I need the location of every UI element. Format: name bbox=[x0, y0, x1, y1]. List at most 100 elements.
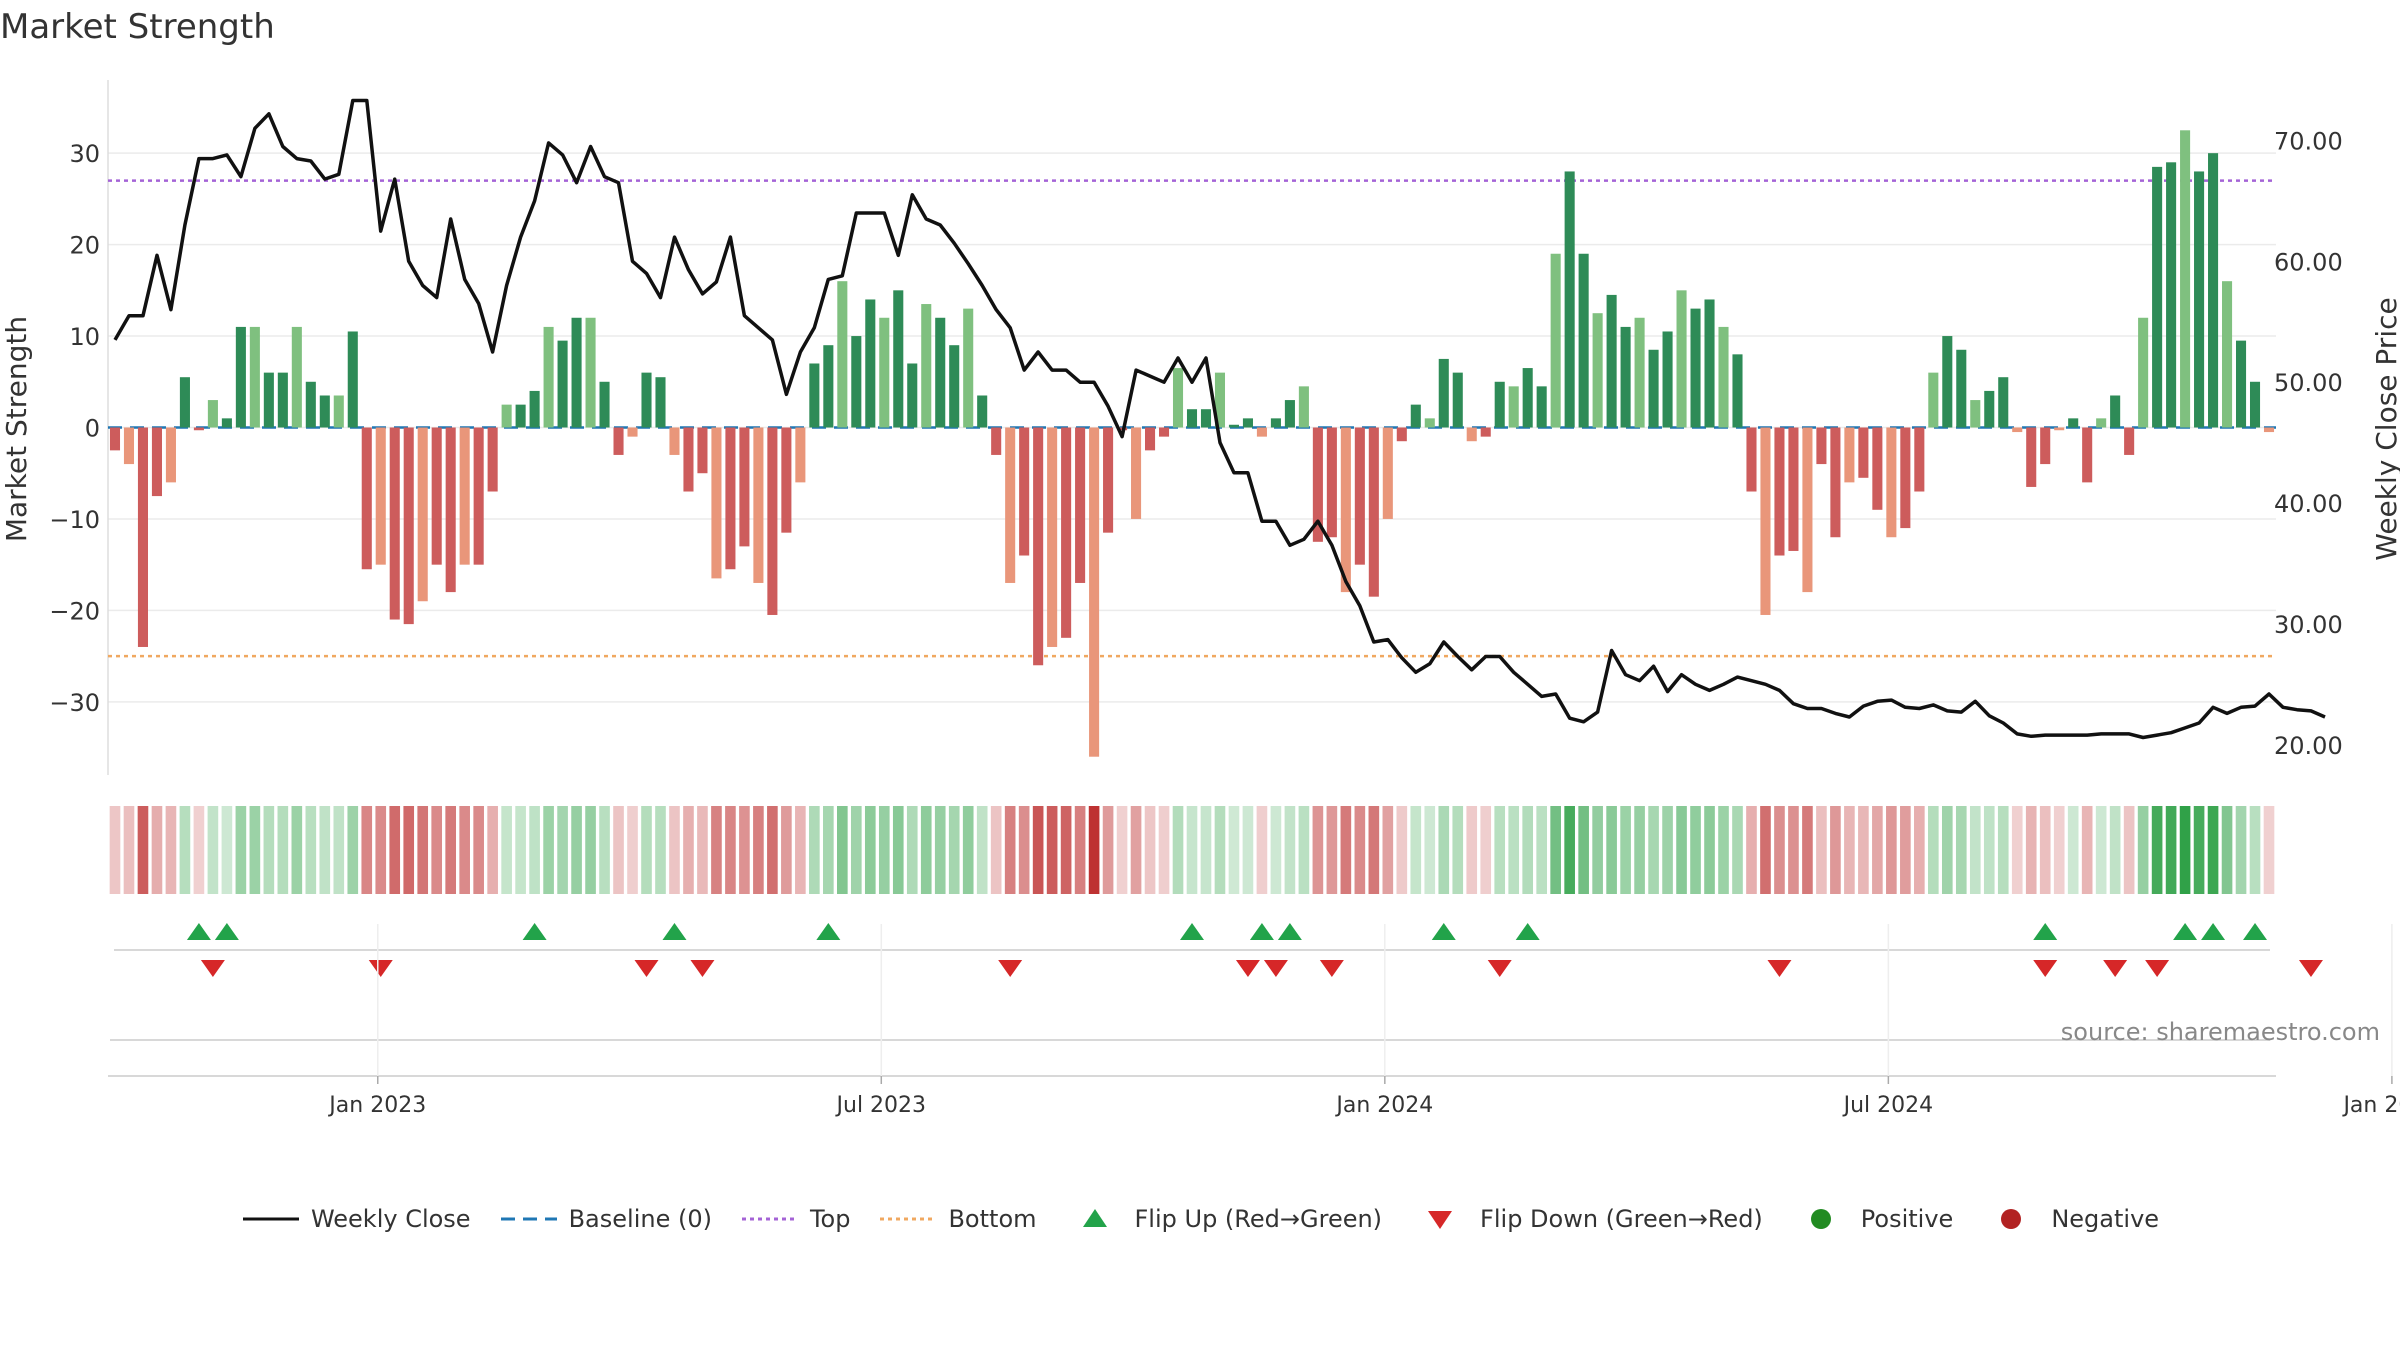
heat-cell bbox=[347, 806, 359, 894]
strength-bar bbox=[403, 427, 414, 625]
heat-cell bbox=[263, 806, 275, 894]
flip-down-marker bbox=[690, 960, 715, 977]
strength-bar bbox=[291, 326, 302, 428]
heat-cell bbox=[1452, 806, 1464, 894]
strength-bar bbox=[1802, 427, 1813, 593]
strength-bar bbox=[1760, 427, 1771, 615]
strength-bar bbox=[235, 326, 246, 428]
heat-cell bbox=[207, 806, 219, 894]
strength-bar bbox=[2208, 153, 2219, 428]
y2-tick-label: 40.00 bbox=[2274, 490, 2343, 518]
flip-up-marker bbox=[1515, 923, 1540, 940]
y-tick-label: 0 bbox=[85, 415, 100, 443]
flip-down-marker bbox=[2103, 960, 2128, 977]
strength-bar bbox=[333, 395, 344, 428]
strength-bar bbox=[2096, 418, 2107, 428]
heat-cell bbox=[2123, 806, 2135, 894]
strength-bar bbox=[767, 427, 778, 615]
strength-bar bbox=[1410, 404, 1421, 428]
flip-down-marker bbox=[368, 960, 393, 977]
heat-cell bbox=[1130, 806, 1142, 894]
source-label: source: sharemaestro.com bbox=[2061, 1018, 2380, 1046]
strength-bar bbox=[1368, 427, 1379, 597]
strength-bar bbox=[1145, 427, 1156, 451]
strength-bar bbox=[487, 427, 498, 492]
y-axis-label: Market Strength bbox=[0, 316, 33, 542]
strength-bar bbox=[613, 427, 624, 455]
strength-bar bbox=[543, 326, 554, 428]
strength-bar bbox=[263, 372, 274, 428]
x-tick-label: Jul 2024 bbox=[1842, 1093, 1934, 1118]
strength-bar bbox=[1662, 331, 1673, 428]
strength-bar bbox=[1228, 424, 1239, 428]
heat-cell bbox=[1438, 806, 1450, 894]
strength-bar bbox=[1858, 427, 1869, 478]
heat-cell bbox=[1508, 806, 1520, 894]
heat-cell bbox=[585, 806, 596, 894]
heat-cell bbox=[1326, 806, 1338, 894]
legend-baseline: Baseline (0) bbox=[499, 1205, 712, 1233]
heat-cell bbox=[711, 806, 722, 894]
heat-cell bbox=[823, 806, 834, 894]
heat-cell bbox=[1816, 806, 1827, 894]
strength-bar bbox=[137, 427, 149, 647]
flip-down-marker bbox=[634, 960, 659, 977]
legend-weekly-close: Weekly Close bbox=[241, 1205, 471, 1233]
y-tick-label: −30 bbox=[49, 689, 100, 717]
strength-bar bbox=[1676, 290, 1687, 428]
heat-cell bbox=[1592, 806, 1603, 894]
flip-down-marker bbox=[998, 960, 1023, 977]
strength-bar bbox=[1984, 390, 1995, 428]
strength-bar bbox=[599, 381, 610, 428]
strength-bar bbox=[1103, 427, 1114, 533]
strength-bar bbox=[529, 390, 540, 428]
heat-cell bbox=[557, 806, 568, 894]
strength-bar bbox=[1186, 409, 1198, 428]
heat-cell bbox=[1088, 806, 1100, 894]
heat-cell bbox=[2151, 806, 2163, 894]
heat-cell bbox=[1606, 806, 1617, 894]
strength-bar bbox=[1578, 253, 1589, 428]
heat-cell bbox=[1270, 806, 1282, 894]
strength-bar bbox=[1774, 427, 1785, 556]
strength-bar bbox=[1033, 427, 1044, 666]
flip-up-marker bbox=[1249, 923, 1274, 940]
flip-up-marker bbox=[1180, 923, 1204, 940]
heat-cell bbox=[962, 806, 974, 894]
strength-bar bbox=[2235, 340, 2247, 428]
strength-bar bbox=[1284, 400, 1295, 428]
heat-cell bbox=[333, 806, 345, 894]
legend-label: Weekly Close bbox=[310, 1205, 471, 1233]
flip-up-marker bbox=[186, 923, 211, 940]
strength-bar bbox=[1942, 336, 1953, 428]
strength-bar bbox=[1536, 386, 1547, 428]
y-tick-label: 30 bbox=[69, 140, 100, 168]
heat-cell bbox=[1900, 806, 1911, 894]
flip-up-marker bbox=[214, 923, 239, 940]
flip-up-marker bbox=[2173, 923, 2198, 940]
strength-bar bbox=[277, 372, 288, 428]
strength-bar bbox=[949, 345, 960, 428]
y-tick-label: 10 bbox=[69, 323, 100, 351]
legend-label: Positive bbox=[1860, 1205, 1954, 1233]
strength-bar bbox=[1047, 427, 1058, 647]
y2-axis-label: Weekly Close Price bbox=[2370, 297, 2400, 560]
flip-up-marker bbox=[1431, 923, 1456, 940]
heat-cell bbox=[795, 806, 806, 894]
heat-cell bbox=[1466, 806, 1478, 894]
heat-cell bbox=[1214, 806, 1226, 894]
heat-cell bbox=[1997, 806, 2009, 894]
heat-cell bbox=[1662, 806, 1673, 894]
heat-cell bbox=[1368, 806, 1380, 894]
strength-bar bbox=[1620, 326, 1631, 428]
heat-cell bbox=[781, 806, 792, 894]
strength-bar bbox=[1956, 349, 1967, 428]
strength-bar bbox=[781, 427, 792, 533]
strength-bar bbox=[1131, 427, 1142, 519]
strength-bar bbox=[1214, 372, 1226, 428]
y-tick-label: −10 bbox=[49, 506, 100, 534]
heat-cell bbox=[1074, 806, 1086, 894]
heat-cell bbox=[2235, 806, 2247, 894]
legend-label: Top bbox=[809, 1205, 851, 1233]
triangle-up-icon bbox=[1065, 1207, 1125, 1231]
